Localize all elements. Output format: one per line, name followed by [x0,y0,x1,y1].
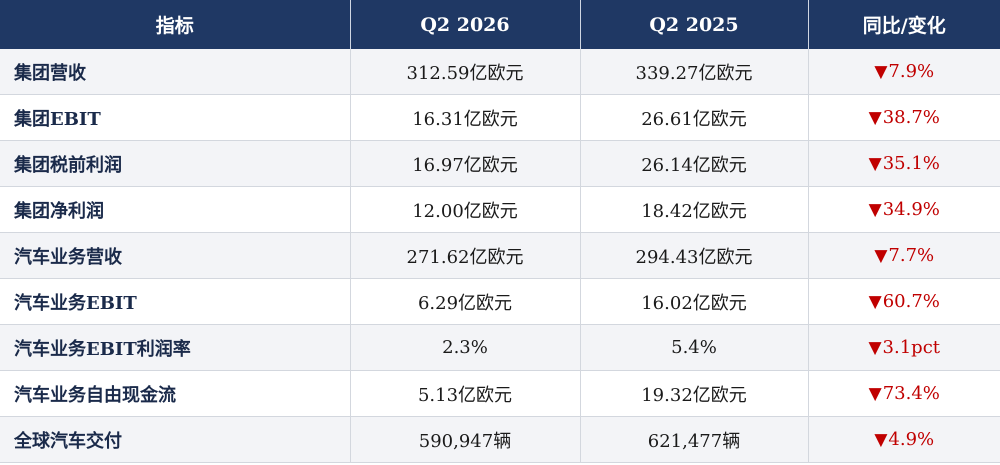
change-cell: ▼4.9% [808,416,1000,463]
table-row: 汽车业务自由现金流 5.13亿欧元 19.32亿欧元 ▼73.4% [0,370,1000,417]
table-row: 汽车业务EBIT利润率 2.3% 5.4% ▼3.1pct [0,324,1000,371]
down-arrow-icon: ▼ [868,200,882,220]
table-row: 汽车业务EBIT 6.29亿欧元 16.02亿欧元 ▼60.7% [0,278,1000,325]
change-value: 4.9% [888,429,935,450]
metric-cell: 集团税前利润 [0,140,351,187]
change-value: 7.7% [888,245,935,266]
change-cell: ▼38.7% [808,94,1000,141]
table-row: 汽车业务营收 271.62亿欧元 294.43亿欧元 ▼7.7% [0,232,1000,279]
metric-cell: 集团营收 [0,49,351,95]
change-value: 38.7% [882,107,940,128]
down-arrow-icon: ▼ [874,62,888,82]
table-row: 集团税前利润 16.97亿欧元 26.14亿欧元 ▼35.1% [0,140,1000,187]
q2-2025-cell: 18.42亿欧元 [580,186,809,233]
down-arrow-icon: ▼ [868,292,882,312]
change-cell: ▼7.7% [808,232,1000,279]
q2-2026-cell: 16.31亿欧元 [350,94,581,141]
header-row: 指标 Q2 2026 Q2 2025 同比/变化 [0,0,1000,49]
q2-2025-cell: 19.32亿欧元 [580,370,809,417]
metric-cell: 汽车业务营收 [0,232,351,279]
table-row: 全球汽车交付 590,947辆 621,477辆 ▼4.9% [0,416,1000,463]
q2-2025-cell: 26.14亿欧元 [580,140,809,187]
q2-2025-cell: 294.43亿欧元 [580,232,809,279]
column-header-metric: 指标 [0,0,351,49]
change-value: 73.4% [882,383,940,404]
q2-2025-cell: 16.02亿欧元 [580,278,809,325]
column-header-change: 同比/变化 [808,0,1000,49]
down-arrow-icon: ▼ [868,338,882,358]
table-row: 集团净利润 12.00亿欧元 18.42亿欧元 ▼34.9% [0,186,1000,233]
q2-2025-cell: 26.61亿欧元 [580,94,809,141]
metric-cell: 全球汽车交付 [0,416,351,463]
column-header-q2-2025: Q2 2025 [580,0,809,49]
q2-2026-cell: 5.13亿欧元 [350,370,581,417]
change-value: 3.1pct [882,337,941,358]
q2-2026-cell: 16.97亿欧元 [350,140,581,187]
column-header-q2-2026: Q2 2026 [350,0,581,49]
metric-cell: 汽车业务自由现金流 [0,370,351,417]
q2-2025-cell: 621,477辆 [580,416,809,463]
q2-2025-cell: 5.4% [580,324,809,371]
q2-2026-cell: 12.00亿欧元 [350,186,581,233]
metric-cell: 集团净利润 [0,186,351,233]
table-row: 集团EBIT 16.31亿欧元 26.61亿欧元 ▼38.7% [0,94,1000,141]
change-value: 60.7% [882,291,940,312]
down-arrow-icon: ▼ [874,430,888,450]
change-value: 34.9% [882,199,940,220]
metric-cell: 汽车业务EBIT [0,278,351,325]
change-value: 7.9% [888,61,935,82]
down-arrow-icon: ▼ [868,108,882,128]
down-arrow-icon: ▼ [868,154,882,174]
down-arrow-icon: ▼ [874,246,888,266]
change-cell: ▼34.9% [808,186,1000,233]
q2-2025-cell: 339.27亿欧元 [580,49,809,95]
q2-2026-cell: 6.29亿欧元 [350,278,581,325]
change-cell: ▼73.4% [808,370,1000,417]
down-arrow-icon: ▼ [868,384,882,404]
q2-2026-cell: 2.3% [350,324,581,371]
change-cell: ▼3.1pct [808,324,1000,371]
q2-2026-cell: 590,947辆 [350,416,581,463]
metric-cell: 汽车业务EBIT利润率 [0,324,351,371]
table-row: 集团营收 312.59亿欧元 339.27亿欧元 ▼7.9% [0,49,1000,95]
change-value: 35.1% [882,153,940,174]
q2-2026-cell: 271.62亿欧元 [350,232,581,279]
change-cell: ▼7.9% [808,49,1000,95]
change-cell: ▼35.1% [808,140,1000,187]
metric-cell: 集团EBIT [0,94,351,141]
q2-2026-cell: 312.59亿欧元 [350,49,581,95]
change-cell: ▼60.7% [808,278,1000,325]
